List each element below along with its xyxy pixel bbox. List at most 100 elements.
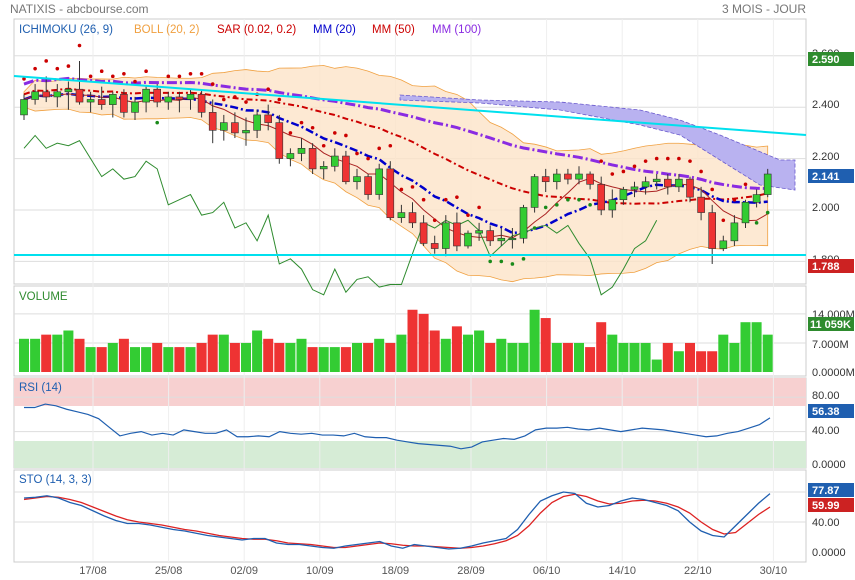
volume-bar [218, 334, 229, 372]
sar-dot [588, 203, 592, 207]
sar-dot [765, 210, 770, 215]
candle-body [397, 212, 406, 219]
legend-mm100: MM (100) [432, 24, 481, 36]
candle-body [763, 173, 772, 195]
volume-bar [352, 342, 362, 372]
candle-body [308, 148, 317, 170]
candle-body [197, 94, 206, 113]
chikou-line [23, 134, 658, 296]
volume-bar [285, 342, 296, 372]
candle-body [586, 173, 594, 185]
sto-panel [13, 469, 807, 563]
sar-dot [33, 66, 37, 71]
candle-body [575, 173, 583, 180]
candle-body [31, 91, 39, 100]
sar-dots [22, 43, 770, 266]
candle-body [675, 178, 683, 188]
volume-bar [562, 342, 573, 372]
low-badge [808, 259, 854, 273]
candle-body [530, 176, 539, 208]
sar-dot [177, 74, 182, 79]
candle-body [175, 96, 184, 100]
candle-body [131, 101, 139, 113]
sto-tick: 40.00 [812, 517, 840, 529]
candle-body [541, 176, 550, 183]
volume-bar [207, 334, 218, 372]
legend-mm20: MM (20) [313, 24, 356, 36]
legend-mm50: MM (50) [372, 24, 415, 36]
volume-bar [707, 351, 718, 372]
volume-bar [107, 342, 118, 372]
sar-dot [299, 120, 304, 125]
volume-bar [74, 338, 85, 372]
sar-dot [466, 213, 470, 217]
x-tick-label: 22/10 [684, 565, 712, 577]
x-tick-label: 28/09 [457, 565, 485, 577]
candle-body [497, 237, 506, 242]
volume-bar [185, 347, 196, 372]
sar-dot [288, 131, 293, 135]
sar-dot [321, 143, 326, 148]
candle-body [220, 122, 228, 131]
sar-dot [654, 156, 659, 161]
sto-d-value: 59.99 [812, 500, 840, 512]
sar-dot [410, 185, 415, 189]
price-tick: 2.400 [812, 99, 840, 111]
sar-dot [99, 69, 104, 74]
chart-title: NATIXIS - abcbourse.com [10, 2, 149, 16]
candle-body [552, 173, 561, 183]
sar-dot [721, 218, 726, 223]
volume-bar [474, 330, 485, 372]
sar-dot [122, 71, 126, 76]
volume-bar [507, 342, 518, 372]
volume-bar [685, 342, 695, 372]
volume-bar [640, 342, 651, 372]
cloud-area [399, 94, 796, 191]
candle-body [708, 212, 717, 249]
candle-body [364, 176, 372, 195]
sar-dot [377, 146, 382, 151]
candle-body [486, 230, 495, 242]
volume-bar [673, 351, 684, 372]
volume-bar [385, 342, 396, 372]
candle-body [86, 99, 95, 103]
sar-dot [188, 71, 193, 76]
candle-body [208, 112, 217, 131]
volume-bar [440, 338, 451, 372]
volume-bar [130, 347, 140, 372]
sar-dot [88, 74, 93, 79]
mm20-line [23, 92, 768, 235]
candle-body [464, 232, 472, 247]
volume-bar [41, 334, 52, 372]
candle-body [730, 222, 739, 242]
sar-dot [555, 203, 559, 207]
candle-body [330, 155, 339, 167]
sar-dot [344, 133, 348, 138]
x-tick-label: 30/10 [760, 565, 788, 577]
volume-bar [374, 338, 385, 372]
candle-body [353, 176, 361, 183]
volume-bar [429, 330, 440, 372]
candle-body [375, 168, 384, 195]
volume-bar [363, 342, 374, 372]
candle-body [752, 194, 761, 203]
volume-bar [696, 351, 707, 372]
sar-dot [666, 156, 670, 161]
volume-bars [19, 309, 773, 372]
sar-dot [399, 187, 404, 192]
candle-body [652, 178, 661, 183]
candle-body [619, 189, 628, 201]
sar-dot [210, 82, 215, 86]
x-tick-label: 10/09 [306, 565, 334, 577]
rsi-oversold-zone [14, 441, 806, 468]
sto-tick: 0.0000 [812, 547, 846, 559]
volume-bar [396, 334, 407, 372]
volume-bar [296, 338, 307, 372]
candle-body [275, 122, 284, 159]
sar-dot [510, 262, 515, 266]
sar-dot [521, 257, 526, 261]
trend-lines [13, 75, 807, 256]
sar-dot [577, 197, 581, 202]
volume-bar [263, 338, 274, 372]
candle-body [153, 88, 161, 103]
